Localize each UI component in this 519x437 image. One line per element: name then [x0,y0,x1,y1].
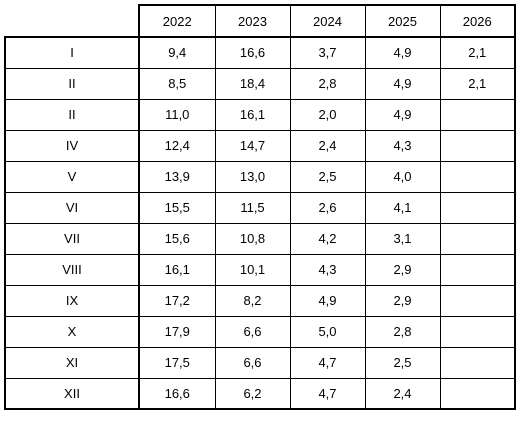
table-cell: 5,0 [289,315,366,348]
table-cell: 17,5 [138,346,216,379]
column-header: 2023 [214,4,291,38]
table-cell: 13,9 [138,160,216,193]
column-header: 2025 [364,4,441,38]
table-row: X 17,9 6,6 5,0 2,8 [4,315,516,348]
table-cell [439,315,516,348]
row-label: II [4,67,140,100]
table-row: XI 17,5 6,6 4,7 2,5 [4,346,516,379]
table-cell: 2,9 [364,284,441,317]
data-table: 2022 2023 2024 2025 2026 I 9,4 16,6 3,7 4,9 2… [4,4,516,410]
table-cell: 3,7 [289,36,366,69]
table-cell: 3,1 [364,222,441,255]
table-cell: 4,2 [289,222,366,255]
table-cell [439,129,516,162]
table-cell: 4,9 [364,36,441,69]
table-row: II 8,5 18,4 2,8 4,9 2,1 [4,67,516,100]
table-row: VIII 16,1 10,1 4,3 2,9 [4,253,516,286]
table-cell [439,284,516,317]
table-cell: 6,2 [214,377,291,410]
table-cell: 4,3 [289,253,366,286]
table-cell: 2,0 [289,98,366,131]
corner-cell [5,5,140,38]
table-cell [439,160,516,193]
table-cell: 4,9 [289,284,366,317]
row-label: IV [4,129,140,162]
table-cell [439,346,516,379]
column-header: 2022 [138,4,216,38]
table-cell: 6,6 [214,346,291,379]
table-cell: 4,3 [364,129,441,162]
table-row: IV 12,4 14,7 2,4 4,3 [4,129,516,162]
table-cell: 16,1 [138,253,216,286]
table-cell [439,253,516,286]
table-row: XII 16,6 6,2 4,7 2,4 [4,377,516,410]
row-label: VIII [4,253,140,286]
table-cell: 2,1 [439,36,516,69]
table-row: VI 15,5 11,5 2,6 4,1 [4,191,516,224]
row-label: XI [4,346,140,379]
table-cell: 15,6 [138,222,216,255]
table-row: V 13,9 13,0 2,5 4,0 [4,160,516,193]
column-header: 2026 [439,4,516,38]
row-label: IX [4,284,140,317]
table-cell [439,222,516,255]
table-row: VII 15,6 10,8 4,2 3,1 [4,222,516,255]
table-cell: 4,7 [289,346,366,379]
table-cell: 4,1 [364,191,441,224]
table-cell: 16,1 [214,98,291,131]
table-cell: 4,0 [364,160,441,193]
table-cell: 2,5 [364,346,441,379]
row-label: VII [4,222,140,255]
table-cell: 17,9 [138,315,216,348]
table-cell: 16,6 [138,377,216,410]
row-label: X [4,315,140,348]
table-cell: 16,6 [214,36,291,69]
table-cell: 2,9 [364,253,441,286]
table-cell [439,377,516,410]
table-cell: 9,4 [138,36,216,69]
table-cell: 17,2 [138,284,216,317]
table-cell: 4,9 [364,98,441,131]
table-cell: 2,5 [289,160,366,193]
row-label: II [4,98,140,131]
table-cell: 2,8 [364,315,441,348]
table-cell: 10,1 [214,253,291,286]
table-cell [439,191,516,224]
table-cell: 15,5 [138,191,216,224]
table-cell: 8,5 [138,67,216,100]
table-cell: 11,0 [138,98,216,131]
row-label: VI [4,191,140,224]
table-cell: 2,8 [289,67,366,100]
table-cell: 14,7 [214,129,291,162]
table-cell: 13,0 [214,160,291,193]
row-label: I [4,36,140,69]
table-cell: 12,4 [138,129,216,162]
table-cell: 2,6 [289,191,366,224]
table-cell: 11,5 [214,191,291,224]
table-cell: 2,4 [364,377,441,410]
table-cell: 8,2 [214,284,291,317]
table-cell [439,98,516,131]
table-row: IX 17,2 8,2 4,9 2,9 [4,284,516,317]
row-label: XII [4,377,140,410]
table-cell: 2,1 [439,67,516,100]
table-cell: 4,7 [289,377,366,410]
row-label: V [4,160,140,193]
table-row: II 11,0 16,1 2,0 4,9 [4,98,516,131]
table-cell: 4,9 [364,67,441,100]
header-row: 2022 2023 2024 2025 2026 [5,4,516,38]
table-cell: 6,6 [214,315,291,348]
table-cell: 18,4 [214,67,291,100]
column-header: 2024 [289,4,366,38]
table-cell: 10,8 [214,222,291,255]
table-cell: 2,4 [289,129,366,162]
table-row: I 9,4 16,6 3,7 4,9 2,1 [4,36,516,69]
